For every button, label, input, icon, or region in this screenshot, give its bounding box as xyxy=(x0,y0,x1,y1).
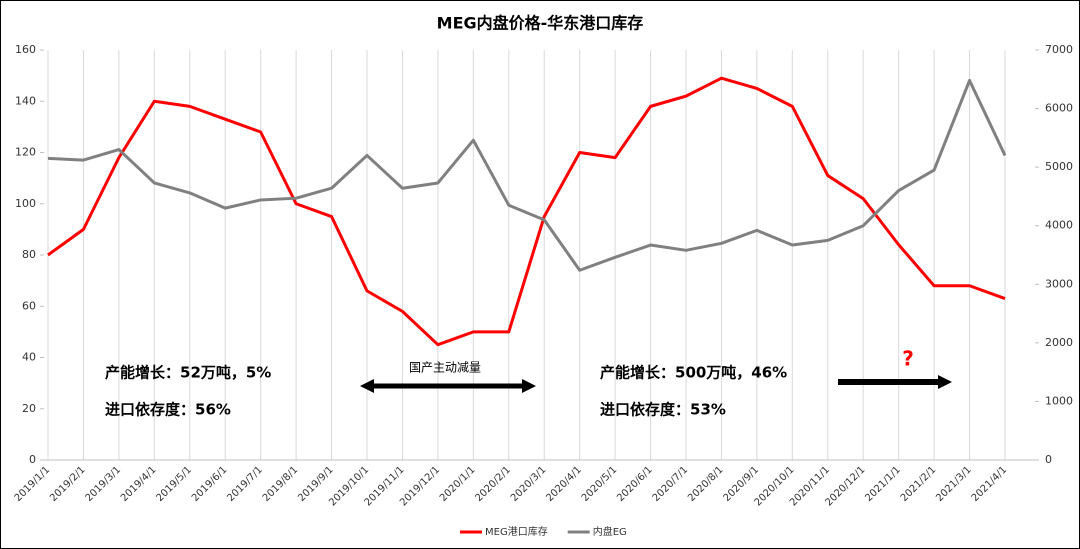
annotation: 进口依存度：53% xyxy=(600,401,726,419)
y2-tick-label: 7000 xyxy=(1045,43,1073,56)
y-tick-label: 140 xyxy=(15,94,36,107)
y-tick-label: 20 xyxy=(22,402,36,415)
y-tick-label: 120 xyxy=(15,146,36,159)
y2-tick-label: 1000 xyxy=(1045,394,1073,407)
y2-tick-label: 3000 xyxy=(1045,277,1073,290)
y-tick-label: 100 xyxy=(15,197,36,210)
annotation: 国产主动减量 xyxy=(409,361,481,375)
chart-title: MEG内盘价格-华东港口库存 xyxy=(437,14,644,33)
legend-label: MEG港口库存 xyxy=(485,525,548,538)
y-tick-label: 40 xyxy=(22,351,36,364)
y-tick-label: 60 xyxy=(22,299,36,312)
y2-tick-label: 6000 xyxy=(1045,102,1073,115)
series-line xyxy=(47,76,1006,347)
annotation: ? xyxy=(902,347,914,371)
y2-tick-label: 4000 xyxy=(1045,219,1073,232)
arrow xyxy=(838,375,952,389)
annotation: 进口依存度：56% xyxy=(105,401,231,419)
y2-tick-label: 5000 xyxy=(1045,160,1073,173)
legend-label: 内盘EG xyxy=(593,525,627,538)
y-tick-label: 0 xyxy=(29,453,36,466)
series-line xyxy=(47,78,1007,272)
annotation: 产能增长：500万吨，46% xyxy=(600,364,787,382)
arrow xyxy=(360,379,536,393)
y-tick-label: 80 xyxy=(22,248,36,261)
annotation: 产能增长：52万吨，5% xyxy=(105,364,271,382)
y2-tick-label: 2000 xyxy=(1045,336,1073,349)
y-tick-label: 160 xyxy=(15,43,36,56)
y2-tick-label: 0 xyxy=(1045,453,1052,466)
